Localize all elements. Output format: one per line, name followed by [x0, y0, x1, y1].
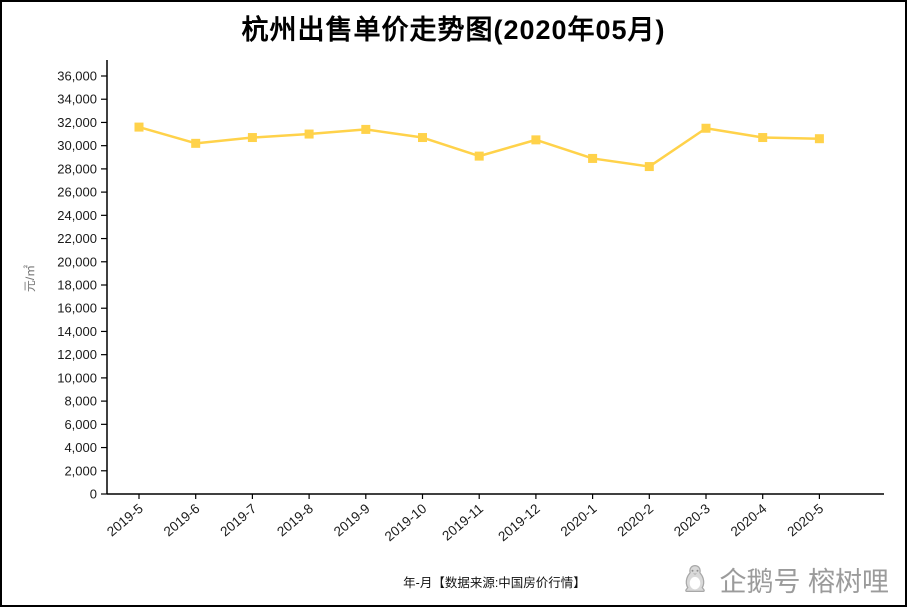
y-tick-label: 4,000 — [64, 440, 97, 455]
y-tick-label: 8,000 — [64, 394, 97, 409]
x-axis-caption: 年-月【数据来源:中国房价行情】 — [403, 576, 586, 590]
x-tick-label: 2020-3 — [671, 501, 713, 540]
y-tick-label: 16,000 — [57, 301, 97, 316]
y-tick-label: 28,000 — [57, 161, 97, 176]
data-point-marker — [304, 129, 314, 139]
y-tick-label: 30,000 — [57, 138, 97, 153]
y-tick-label: 12,000 — [57, 347, 97, 362]
data-point-marker — [701, 123, 711, 133]
watermark: 企鹅号 榕树哩 — [680, 560, 889, 599]
x-tick-label: 2019-12 — [495, 501, 543, 544]
data-point-marker — [474, 151, 484, 161]
y-tick-label: 2,000 — [64, 463, 97, 478]
data-point-marker — [588, 153, 598, 163]
x-tick-label: 2020-2 — [614, 501, 656, 540]
y-tick-label: 26,000 — [57, 185, 97, 200]
y-tick-label: 24,000 — [57, 208, 97, 223]
data-point-marker — [418, 133, 427, 143]
x-tick-label: 2019-8 — [274, 501, 316, 540]
y-tick-label: 6,000 — [64, 417, 97, 432]
data-point-marker — [531, 135, 541, 145]
y-tick-label: 36,000 — [57, 69, 97, 84]
x-tick-label: 2019-6 — [161, 501, 203, 540]
x-tick-label: 2019-11 — [439, 501, 486, 544]
chart-title: 杭州出售单价走势图(2020年05月) — [241, 15, 666, 45]
y-tick-label: 22,000 — [57, 231, 97, 246]
data-point-marker — [247, 133, 257, 143]
y-tick-label: 18,000 — [57, 278, 97, 293]
price-line — [138, 125, 820, 168]
y-tick-label: 0 — [90, 487, 97, 502]
x-tick-label: 2020-1 — [558, 501, 600, 540]
data-point-marker — [814, 134, 824, 144]
watermark-text: 企鹅号 榕树哩 — [719, 567, 889, 597]
y-tick-label: 20,000 — [57, 254, 97, 269]
x-tick-label: 2020-5 — [784, 501, 826, 540]
x-tick-label: 2019-9 — [331, 501, 373, 540]
x-tick-label: 2019-10 — [382, 501, 430, 544]
data-point-marker — [134, 122, 144, 132]
x-tick-label: 2020-4 — [728, 500, 770, 539]
x-tick-label: 2019-7 — [217, 501, 259, 540]
data-point-marker — [191, 138, 201, 148]
y-tick-label: 14,000 — [57, 324, 97, 339]
data-point-marker — [361, 124, 371, 134]
y-axis-label: 元/㎡ — [23, 264, 38, 293]
y-tick-label: 34,000 — [57, 92, 97, 107]
data-point-marker — [644, 162, 654, 172]
x-tick-label: 2019-5 — [104, 501, 146, 540]
y-tick-label: 10,000 — [57, 370, 97, 385]
y-tick-label: 32,000 — [57, 115, 97, 130]
penguin-icon — [685, 564, 706, 592]
data-point-marker — [758, 133, 768, 143]
